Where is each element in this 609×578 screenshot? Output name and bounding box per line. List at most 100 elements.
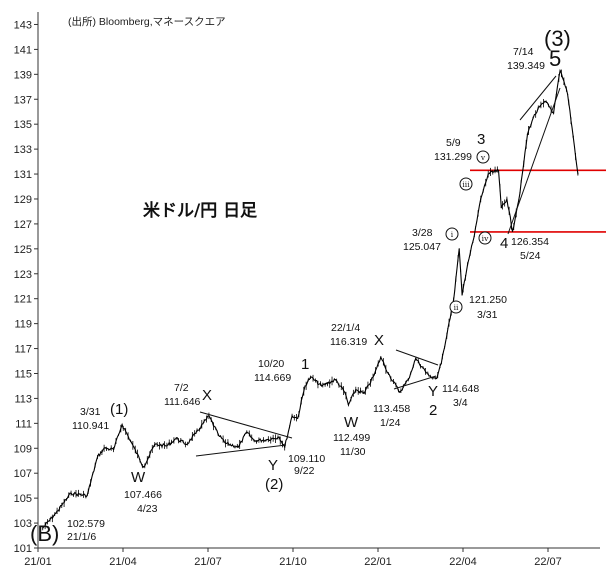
data-point <box>96 456 99 458</box>
y-axis-ticks: 101 103 105 107 109 111 113 115 117 119 121 123 125 1… <box>14 19 38 555</box>
y-tick-label: 131 <box>14 169 32 181</box>
data-point <box>347 404 350 406</box>
roman-label-iv: iv <box>482 234 489 243</box>
wave-label-3: 3 <box>477 131 485 148</box>
y-tick-label: 109 <box>14 443 32 455</box>
data-point <box>497 169 500 171</box>
data-point <box>373 374 375 376</box>
wave-label-W-second: W <box>344 414 359 431</box>
date-label-1130: 11/30 <box>340 446 366 458</box>
data-point <box>500 207 502 209</box>
y-tick-label: 125 <box>14 244 32 256</box>
data-point <box>526 133 529 135</box>
data-point <box>553 112 555 114</box>
data-point <box>473 235 475 237</box>
data-point <box>532 117 534 119</box>
roman-label-i: i <box>451 230 454 239</box>
source-note: (出所) Bloomberg,マネースクエア <box>68 15 226 28</box>
wave-label-Y-second: Y <box>428 383 438 400</box>
data-point <box>452 299 455 301</box>
data-point <box>284 446 286 448</box>
data-point <box>538 106 541 108</box>
data-point <box>42 527 44 529</box>
data-point <box>246 431 248 433</box>
x-tick-label: 21/04 <box>109 556 137 568</box>
roman-label-iii: iii <box>462 180 470 189</box>
data-point <box>224 442 227 444</box>
wave-label-1: 1 <box>301 356 309 373</box>
trendline-5-lower <box>507 87 561 235</box>
data-point <box>70 492 72 494</box>
y-tick-label: 113 <box>14 393 32 405</box>
y-tick-label: 115 <box>14 368 32 380</box>
data-point <box>112 448 115 451</box>
data-point <box>121 423 123 426</box>
date-label-0328: 3/28 <box>412 227 433 239</box>
price-label-0331: 110.941 <box>72 420 109 432</box>
wave-label-Y-first: Y <box>268 457 278 474</box>
data-point <box>86 495 88 497</box>
wave-label-2: 2 <box>429 402 437 419</box>
data-point <box>572 136 574 138</box>
wave-label-4: 4 <box>500 235 508 252</box>
date-label-0922: 9/22 <box>294 465 315 477</box>
data-point <box>480 198 482 200</box>
data-point <box>559 69 561 72</box>
price-label-1020: 114.669 <box>254 372 291 384</box>
date-label-0423: 4/23 <box>137 503 158 515</box>
chart-title: 米ドル/円 日足 <box>143 200 257 221</box>
price-label-0331-b: 121.250 <box>469 294 507 306</box>
y-tick-label: 119 <box>14 319 32 331</box>
trendline-2-upper <box>395 349 439 366</box>
date-label-0702: 7/2 <box>174 382 189 394</box>
data-point <box>304 385 306 387</box>
wave-label-3-paren: (3) <box>544 26 571 51</box>
x-tick-label: 22/04 <box>449 556 477 568</box>
data-point <box>297 417 299 419</box>
y-tick-label: 123 <box>14 269 32 281</box>
wave-label-W-first: W <box>131 469 146 486</box>
data-point <box>217 433 219 436</box>
data-point <box>55 512 57 514</box>
data-point <box>399 391 401 393</box>
data-point <box>266 438 268 441</box>
wave-label-X-second: X <box>374 332 384 349</box>
data-point <box>387 372 389 375</box>
data-point <box>407 379 409 381</box>
date-label-B: 21/1/6 <box>67 531 96 543</box>
y-tick-label: 129 <box>14 194 32 206</box>
data-point <box>577 173 579 175</box>
price-label-0423: 107.466 <box>124 489 162 501</box>
roman-label-ii: ii <box>454 303 459 312</box>
data-point <box>142 466 145 468</box>
y-tick-label: 143 <box>14 19 32 31</box>
y-tick-label: 111 <box>15 418 32 430</box>
price-label-1130: 112.499 <box>333 432 370 444</box>
date-label-1020: 10/20 <box>258 358 284 370</box>
price-label-0124: 113.458 <box>373 403 410 415</box>
data-point <box>363 392 365 395</box>
trendline-x-upper <box>199 411 293 439</box>
data-point <box>129 440 132 442</box>
data-point <box>344 391 346 393</box>
y-tick-label: 101 <box>14 543 32 555</box>
data-point <box>309 376 312 378</box>
y-tick-label: 107 <box>14 468 32 480</box>
trendlines <box>195 75 561 457</box>
price-label-0524: 126.354 <box>511 236 549 248</box>
trendline-2-lower <box>393 375 437 390</box>
trendline-y-lower <box>195 444 287 457</box>
y-tick-label: 103 <box>14 518 32 530</box>
data-point <box>291 415 293 417</box>
x-tick-label: 21/01 <box>24 556 52 568</box>
price-label-0328: 125.047 <box>403 241 441 253</box>
date-label-0714: 7/14 <box>513 46 534 58</box>
y-tick-label: 141 <box>14 44 32 56</box>
roman-circle-v <box>476 150 490 164</box>
wave-label-5: 5 <box>549 46 561 71</box>
date-label-0331-b: 3/31 <box>477 309 498 321</box>
data-point <box>166 445 168 447</box>
data-point <box>103 447 105 449</box>
y-tick-label: 127 <box>14 219 32 231</box>
